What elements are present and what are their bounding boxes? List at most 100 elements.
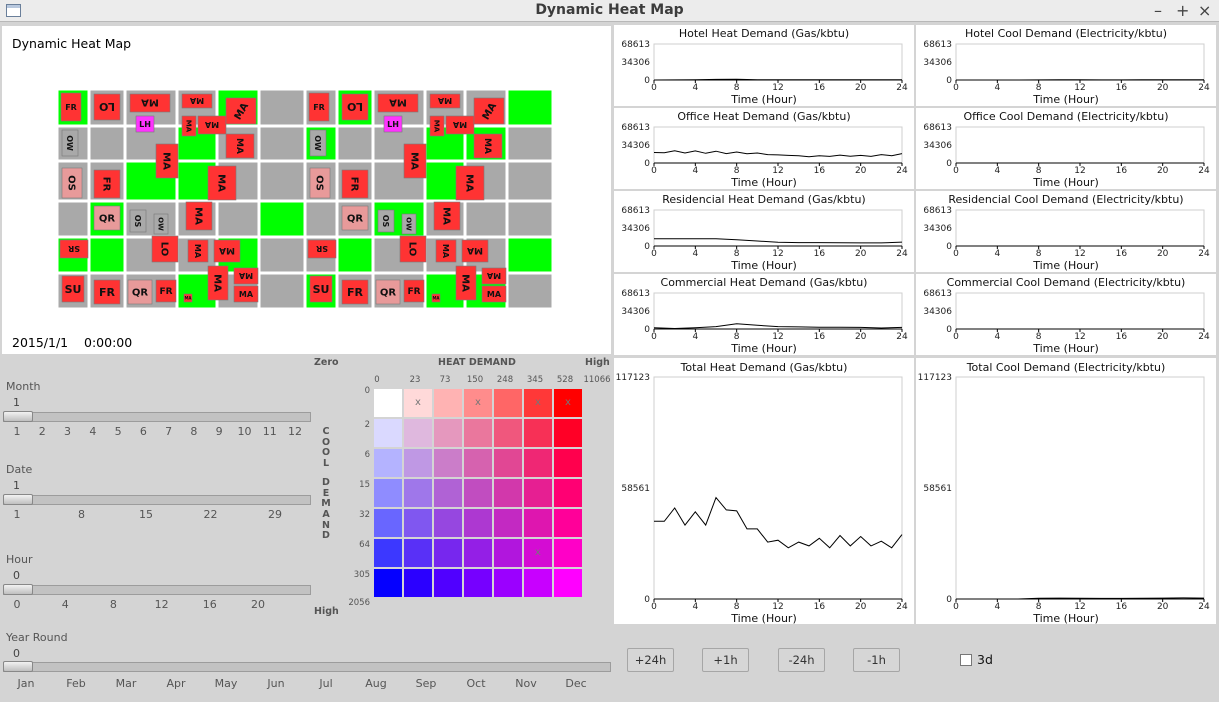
map-block (305, 201, 337, 237)
building-ma[interactable] (213, 239, 241, 263)
building-ma[interactable] (481, 285, 507, 303)
building-qr[interactable] (341, 205, 369, 231)
building-lo[interactable] (93, 93, 121, 121)
building-ma[interactable] (207, 165, 237, 201)
building-fr[interactable] (341, 169, 369, 199)
legend-cell-r2-c4 (494, 449, 522, 477)
building-ma[interactable] (185, 201, 213, 231)
building-os[interactable] (61, 167, 83, 199)
legend-cell-r3-c6 (554, 479, 582, 507)
building-ma-label: MA (452, 120, 467, 129)
legend-cell-r4-c1 (404, 509, 432, 537)
building-fr[interactable] (341, 279, 369, 305)
building-ma[interactable] (187, 239, 209, 263)
building-ma[interactable] (181, 93, 213, 109)
building-os[interactable] (377, 209, 395, 233)
building-fr[interactable] (403, 279, 425, 303)
building-lo[interactable] (341, 93, 369, 121)
building-ma[interactable] (225, 133, 255, 159)
month-ticks-3: 4 (89, 425, 97, 438)
map-block (259, 161, 305, 201)
building-ma[interactable] (233, 285, 259, 303)
building-ow[interactable] (309, 129, 327, 157)
building-os[interactable] (309, 167, 331, 199)
building-ma[interactable] (431, 293, 441, 303)
building-su-label: SU (313, 283, 330, 296)
building-ma[interactable] (233, 267, 259, 285)
building-fr[interactable] (93, 279, 121, 305)
hour-slider-thumb[interactable] (3, 584, 33, 595)
building-su[interactable] (61, 275, 85, 303)
building-ma[interactable] (461, 239, 489, 263)
plus-24h-button[interactable]: +24h (627, 648, 674, 672)
building-ma[interactable] (481, 267, 507, 285)
building-ma[interactable] (429, 115, 445, 137)
building-ma[interactable] (473, 97, 505, 125)
building-ma[interactable] (181, 115, 197, 137)
building-lh[interactable] (383, 115, 403, 133)
building-lo[interactable] (399, 235, 427, 263)
date-slider-thumb[interactable] (3, 494, 33, 505)
building-ma-label: MA (437, 96, 452, 105)
city-map[interactable]: FR LO MA LH MA MA MA MA OW OS FR MA MA MA QR OS OW MA LO SR… (58, 90, 554, 308)
building-fr[interactable] (60, 92, 82, 122)
year-ticks-4: May (214, 677, 238, 690)
building-ma[interactable] (445, 115, 475, 135)
building-ma[interactable] (129, 93, 171, 113)
building-qr[interactable] (93, 205, 121, 231)
building-os[interactable] (129, 209, 147, 233)
building-ma[interactable] (197, 115, 227, 135)
month-ticks-6: 7 (165, 425, 173, 438)
building-ma[interactable] (207, 265, 229, 301)
maximize-icon[interactable]: + (1176, 1, 1190, 20)
building-lh[interactable] (135, 115, 155, 133)
chart-office-heat-xtick-0: 0 (651, 166, 657, 176)
building-ow[interactable] (153, 213, 169, 235)
year-round-slider-thumb[interactable] (3, 661, 33, 672)
building-ma[interactable] (433, 201, 461, 231)
building-ma[interactable] (435, 239, 457, 263)
building-qr[interactable] (127, 279, 153, 305)
year-round-slider-track[interactable] (3, 662, 611, 672)
hour-slider-track[interactable] (3, 585, 311, 595)
building-fr[interactable] (155, 279, 177, 303)
building-ow[interactable] (61, 129, 79, 157)
building-ma[interactable] (429, 93, 461, 109)
legend-cell-r5-c0 (374, 539, 402, 567)
building-ma[interactable] (225, 97, 257, 125)
chart-residencial-heat-series-line (654, 238, 903, 244)
building-qr[interactable] (375, 279, 401, 305)
building-ma[interactable] (455, 165, 485, 201)
building-su[interactable] (309, 275, 333, 303)
building-sr[interactable] (307, 239, 337, 259)
plus-1h-button[interactable]: +1h (702, 648, 749, 672)
date-label: Date (6, 463, 33, 476)
building-ma-label: MA (408, 152, 419, 170)
building-ma[interactable] (403, 143, 427, 179)
close-icon[interactable]: × (1198, 1, 1212, 20)
building-ow[interactable] (401, 213, 417, 235)
3d-checkbox[interactable] (960, 654, 972, 666)
minus-24h-button[interactable]: -24h (778, 648, 825, 672)
chart-total-heat-plot-area (653, 376, 903, 600)
building-ma[interactable] (473, 133, 503, 159)
building-ma[interactable] (455, 265, 477, 301)
chart-residencial-cool-ytick-1: 34306 (923, 224, 952, 234)
legend-cell-r4-c4 (494, 509, 522, 537)
chart-office-heat-xtick-2: 8 (734, 166, 740, 176)
month-slider-track[interactable] (3, 412, 311, 422)
building-lo[interactable] (151, 235, 179, 263)
building-fr[interactable] (93, 169, 121, 199)
date-slider-track[interactable] (3, 495, 311, 505)
building-ma[interactable] (377, 93, 419, 113)
building-fr[interactable] (308, 92, 330, 122)
minimize-icon[interactable]: – (1154, 1, 1162, 20)
chart-residencial-cool-plot-area (955, 209, 1205, 247)
map-time: 0:00:00 (84, 335, 133, 350)
building-ma[interactable] (155, 143, 179, 179)
legend-cell-r6-c1 (404, 569, 432, 597)
building-ma[interactable] (183, 293, 193, 303)
minus-1h-button[interactable]: -1h (853, 648, 900, 672)
month-slider-thumb[interactable] (3, 411, 33, 422)
building-sr[interactable] (59, 239, 89, 259)
